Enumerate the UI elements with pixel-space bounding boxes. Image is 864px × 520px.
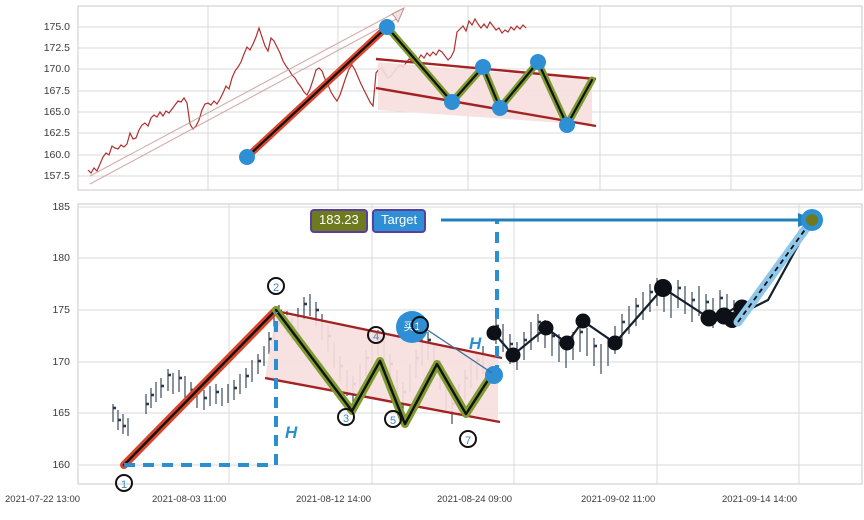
overview-panel: 175.0 172.5 170.0 167.5 165.0 162.5 160.… bbox=[0, 0, 864, 196]
xtick-0: 2021-07-22 13:00 bbox=[5, 494, 81, 505]
overview-rail-upper bbox=[89, 9, 401, 177]
xtick-3: 2021-08-24 09:00 bbox=[437, 494, 513, 505]
wave-label-5[interactable]: 5 bbox=[384, 410, 402, 428]
xtick-2: 2021-08-12 14:00 bbox=[296, 494, 372, 505]
detail-ytick-3: 170 bbox=[52, 356, 70, 368]
detail-target-core bbox=[806, 214, 818, 226]
wave-label-7[interactable]: 7 bbox=[459, 430, 477, 448]
detail-ytick-5: 160 bbox=[52, 459, 70, 471]
detail-impulse-band bbox=[120, 306, 280, 469]
xtick-4: 2021-09-02 11:00 bbox=[581, 494, 656, 505]
overview-zigzag-core bbox=[385, 25, 594, 127]
overview-rail-lower bbox=[89, 16, 401, 185]
overview-ytick-6: 160.0 bbox=[43, 149, 70, 161]
overview-ytick-0: 175.0 bbox=[43, 21, 70, 33]
detail-zigzag-core bbox=[274, 308, 494, 426]
detail-breakout-marker bbox=[485, 366, 503, 384]
detail-panel: 185 180 175 170 165 160 bbox=[0, 198, 864, 492]
overview-ytick-7: 157.5 bbox=[43, 170, 70, 182]
detail-ytick-4: 165 bbox=[52, 407, 70, 419]
xtick-1: 2021-08-03 11:00 bbox=[152, 494, 227, 505]
height-label-left: H bbox=[285, 423, 298, 442]
overview-ytick-4: 165.0 bbox=[43, 106, 70, 118]
detail-ytick-1: 180 bbox=[52, 252, 70, 264]
detail-plot bbox=[77, 203, 863, 485]
overview-ytick-3: 167.5 bbox=[43, 85, 70, 97]
overview-ytick-5: 162.5 bbox=[43, 127, 70, 139]
target-badge[interactable]: Target bbox=[372, 209, 427, 233]
overview-zigzag-band bbox=[383, 23, 596, 129]
price-badge[interactable]: 183.23 bbox=[310, 209, 368, 233]
overview-rail-arrow bbox=[391, 6, 405, 24]
detail-channel-lower bbox=[264, 376, 501, 424]
overview-pivot-markers bbox=[239, 19, 575, 165]
detail-zigzag-band bbox=[272, 306, 496, 428]
wave-label-4[interactable]: 4 bbox=[367, 326, 385, 344]
wave-label-1[interactable]: 1 bbox=[115, 474, 133, 492]
detail-impulse-core bbox=[122, 308, 278, 467]
overview-channel-upper bbox=[375, 57, 597, 81]
wave-label-3[interactable]: 3 bbox=[337, 408, 355, 426]
detail-target-arrowhead bbox=[798, 213, 816, 227]
overview-channel-lower bbox=[375, 86, 597, 128]
detail-candles-left bbox=[112, 305, 282, 436]
overview-ytick-1: 172.5 bbox=[43, 42, 70, 54]
overview-ytick-2: 170.0 bbox=[43, 63, 70, 75]
xtick-5: 2021-09-14 14:00 bbox=[722, 494, 798, 505]
overview-price-line bbox=[87, 17, 527, 174]
detail-swing-line bbox=[493, 219, 813, 357]
detail-projection-band bbox=[733, 215, 817, 327]
detail-ytick-2: 175 bbox=[52, 304, 70, 316]
detail-candles-mid bbox=[286, 294, 484, 424]
detail-swing-dots bbox=[486, 279, 751, 363]
detail-candles-right bbox=[495, 278, 737, 374]
overview-impulse-band bbox=[243, 23, 391, 161]
overview-plot bbox=[77, 5, 863, 191]
wave-label-6[interactable]: 6 bbox=[411, 316, 429, 334]
detail-ytick-0: 185 bbox=[52, 201, 70, 213]
height-label-right: H bbox=[469, 334, 482, 353]
x-axis: 2021-07-22 13:00 2021-08-03 11:00 2021-0… bbox=[0, 495, 864, 515]
overview-impulse-core bbox=[245, 25, 389, 159]
detail-projection-core bbox=[737, 219, 813, 323]
detail-target-marker bbox=[801, 209, 823, 231]
overview-channel-fill bbox=[378, 62, 592, 125]
wave-label-2[interactable]: 2 bbox=[267, 277, 285, 295]
